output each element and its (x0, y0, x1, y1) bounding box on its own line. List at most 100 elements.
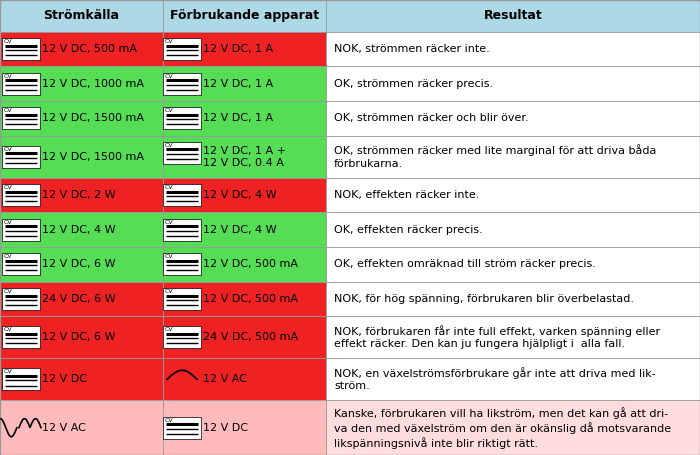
Bar (163, 38, 201, 60)
Text: NOK, för hög spänning, förbrukaren blir överbelastad.: NOK, för hög spänning, förbrukaren blir … (334, 294, 634, 304)
Text: Kanske, förbrukaren vill ha likström, men det kan gå att dri-
va den med växelst: Kanske, förbrukaren vill ha likström, me… (334, 407, 671, 449)
Bar (0, 177, 163, 212)
Bar (163, 31, 326, 66)
Text: Förbrukande apparat: Förbrukande apparat (170, 9, 319, 22)
Bar (163, 66, 326, 101)
Text: 12 V DC, 2 W: 12 V DC, 2 W (42, 190, 116, 200)
Text: 12 V AC: 12 V AC (203, 374, 247, 384)
Text: OK, strömmen räcker precis.: OK, strömmen räcker precis. (334, 79, 494, 89)
Bar (0, 0, 700, 31)
Text: CV: CV (165, 185, 174, 190)
Text: CV: CV (4, 74, 13, 79)
Text: CV: CV (4, 185, 13, 190)
Bar (163, 184, 201, 206)
Text: CV: CV (165, 289, 174, 294)
Bar (326, 247, 700, 282)
Text: 12 V DC, 1500 mA: 12 V DC, 1500 mA (42, 152, 144, 162)
Text: CV: CV (165, 327, 174, 332)
Bar (326, 66, 700, 101)
Bar (2, 107, 40, 129)
Text: NOK, förbrukaren får inte full effekt, varken spänning eller
effekt räcker. Den : NOK, förbrukaren får inte full effekt, v… (334, 325, 660, 349)
Bar (2, 369, 40, 390)
Bar (163, 288, 201, 310)
Text: 12 V DC, 1 A: 12 V DC, 1 A (203, 79, 273, 89)
Text: 12 V DC, 500 mA: 12 V DC, 500 mA (203, 294, 298, 304)
Text: 12 V DC, 4 W: 12 V DC, 4 W (42, 225, 116, 235)
Text: 12 V DC, 6 W: 12 V DC, 6 W (42, 259, 116, 269)
Text: 12 V DC: 12 V DC (203, 423, 248, 433)
Text: CV: CV (4, 369, 13, 374)
Bar (326, 101, 700, 136)
Bar (326, 359, 700, 400)
Bar (163, 218, 201, 241)
Bar (0, 359, 163, 400)
Bar (326, 282, 700, 316)
Text: 24 V DC, 6 W: 24 V DC, 6 W (42, 294, 116, 304)
Bar (2, 326, 40, 349)
Bar (163, 326, 201, 349)
Bar (326, 400, 700, 455)
Bar (163, 136, 326, 177)
Bar (163, 101, 326, 136)
Text: OK, effekten räcker precis.: OK, effekten räcker precis. (334, 225, 483, 235)
Text: CV: CV (4, 108, 13, 113)
Text: CV: CV (4, 289, 13, 294)
Bar (0, 136, 163, 177)
Text: 12 V DC, 500 mA: 12 V DC, 500 mA (203, 259, 298, 269)
Bar (163, 72, 201, 95)
Text: CV: CV (165, 74, 174, 79)
Bar (0, 400, 163, 455)
Bar (163, 359, 326, 400)
Bar (163, 107, 201, 129)
Bar (2, 146, 40, 167)
Text: 12 V DC, 1500 mA: 12 V DC, 1500 mA (42, 113, 144, 123)
Bar (326, 316, 700, 359)
Text: CV: CV (4, 220, 13, 225)
Bar (326, 136, 700, 177)
Text: CV: CV (4, 147, 13, 152)
Text: Strömkälla: Strömkälla (43, 9, 120, 22)
Text: CV: CV (4, 327, 13, 332)
Bar (0, 101, 163, 136)
Bar (163, 177, 326, 212)
Bar (2, 184, 40, 206)
Text: CV: CV (4, 39, 13, 44)
Text: 12 V AC: 12 V AC (42, 423, 86, 433)
Bar (0, 66, 163, 101)
Bar (326, 177, 700, 212)
Text: OK, strömmen räcker och blir över.: OK, strömmen räcker och blir över. (334, 113, 528, 123)
Text: Resultat: Resultat (484, 9, 542, 22)
Text: OK, strömmen räcker med lite marginal för att driva båda
förbrukarna.: OK, strömmen räcker med lite marginal fö… (334, 144, 657, 169)
Bar (2, 288, 40, 310)
Text: CV: CV (165, 418, 174, 423)
Text: 12 V DC, 4 W: 12 V DC, 4 W (203, 190, 276, 200)
Text: 12 V DC, 1 A: 12 V DC, 1 A (203, 44, 273, 54)
Bar (0, 282, 163, 316)
Bar (163, 212, 326, 247)
Bar (163, 282, 326, 316)
Bar (0, 212, 163, 247)
Bar (163, 247, 326, 282)
Text: CV: CV (165, 39, 174, 44)
Text: 24 V DC, 500 mA: 24 V DC, 500 mA (203, 332, 298, 342)
Bar (163, 316, 326, 359)
Bar (0, 316, 163, 359)
Bar (326, 31, 700, 66)
Text: CV: CV (165, 108, 174, 113)
Bar (2, 72, 40, 95)
Text: NOK, en växelströmsförbrukare går inte att driva med lik-
ström.: NOK, en växelströmsförbrukare går inte a… (334, 367, 656, 391)
Text: OK, effekten omräknad till ström räcker precis.: OK, effekten omräknad till ström räcker … (334, 259, 596, 269)
Bar (163, 253, 201, 275)
Bar (2, 218, 40, 241)
Bar (0, 247, 163, 282)
Bar (2, 253, 40, 275)
Text: 12 V DC: 12 V DC (42, 374, 87, 384)
Text: 12 V DC, 1 A +
12 V DC, 0.4 A: 12 V DC, 1 A + 12 V DC, 0.4 A (203, 146, 286, 167)
Text: 12 V DC, 1000 mA: 12 V DC, 1000 mA (42, 79, 144, 89)
Text: CV: CV (165, 254, 174, 259)
Bar (326, 212, 700, 247)
Bar (0, 31, 163, 66)
Bar (163, 417, 201, 439)
Text: 12 V DC, 4 W: 12 V DC, 4 W (203, 225, 276, 235)
Bar (163, 142, 201, 163)
